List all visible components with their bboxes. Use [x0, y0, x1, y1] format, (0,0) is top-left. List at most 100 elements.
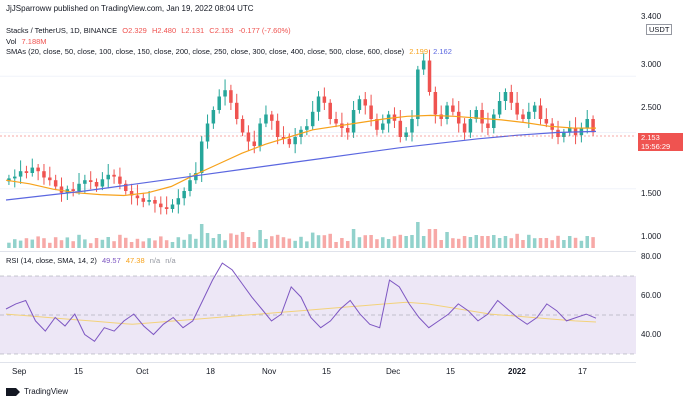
time-tick: Sep	[12, 367, 27, 376]
candle-body	[240, 119, 245, 133]
volume-label[interactable]: Vol	[6, 37, 17, 46]
volume-bar	[427, 229, 432, 248]
candle-body	[427, 60, 432, 92]
volume-bar	[334, 242, 338, 248]
candle-body	[275, 120, 280, 137]
candle-body	[538, 105, 543, 119]
volume-bar	[328, 233, 332, 248]
volume-bar	[13, 239, 17, 248]
volume-bar	[223, 240, 227, 248]
time-tick: 17	[578, 367, 587, 376]
volume-bar	[305, 241, 309, 248]
sma-fast-line	[5, 114, 597, 197]
countdown: 15:56:29	[641, 142, 671, 151]
volume-bar	[48, 242, 52, 248]
rsi-legend: RSI (14, close, SMA, 14, 2) 49.57 47.38 …	[6, 256, 179, 265]
symbol-name[interactable]: Stacks / TetherUS, 1D, BINANCE	[6, 26, 118, 35]
candle-body	[71, 189, 75, 191]
volume-bar	[562, 240, 566, 248]
price-tick: 2.500	[641, 103, 662, 112]
volume-bar	[509, 238, 514, 248]
volume-bar	[258, 230, 262, 248]
candle-body	[188, 180, 192, 191]
volume-bar	[194, 238, 198, 248]
candle-body	[486, 123, 490, 128]
volume-bar	[205, 233, 210, 248]
rsi-label[interactable]: RSI (14, close, SMA, 14, 2)	[6, 256, 97, 265]
candle-body	[474, 110, 478, 119]
volume-bar	[118, 234, 122, 248]
time-tick: Oct	[136, 367, 149, 376]
volume-bar	[515, 233, 519, 248]
time-tick: 15	[446, 367, 455, 376]
candle-body	[124, 183, 128, 191]
volume-bar	[573, 237, 578, 248]
candle-body	[316, 96, 321, 112]
footer-brand[interactable]: TradingView	[6, 387, 68, 396]
time-tick: 18	[206, 367, 215, 376]
volume-bar	[88, 243, 93, 248]
volume-bar	[18, 240, 23, 248]
candle-body	[94, 182, 99, 187]
pane-separator[interactable]	[0, 251, 636, 252]
candle-body	[310, 111, 315, 127]
candle-body	[141, 198, 146, 202]
candle-body	[562, 132, 566, 137]
candle-body	[176, 198, 181, 205]
volume-bar	[65, 237, 70, 248]
candle-body	[223, 90, 227, 97]
candle-body	[398, 120, 403, 137]
volume-bar	[550, 240, 554, 248]
candle-body	[53, 180, 58, 187]
volume-legend: Vol 7.188M	[6, 37, 50, 46]
candle-body	[375, 119, 379, 130]
sma-slow-line	[5, 130, 597, 201]
volume-bar	[386, 239, 391, 248]
volume-bar	[36, 236, 40, 248]
candle-body	[404, 132, 408, 137]
candle-body	[410, 119, 414, 133]
sma-value-fast: 2.199	[409, 47, 429, 56]
volume-bar	[579, 240, 584, 248]
volume-bar	[217, 234, 221, 248]
candle-body	[7, 178, 11, 182]
price-tick: 3.000	[641, 60, 662, 69]
volume-bar	[164, 240, 169, 248]
rsi-tick: 40.00	[641, 330, 662, 339]
candle-body	[363, 99, 368, 106]
sma-legend: SMAs (20, close, 50, close, 100, close, …	[6, 47, 455, 56]
candle-body	[293, 137, 297, 145]
volume-bar	[199, 224, 204, 248]
volume-bar	[124, 237, 128, 248]
volume-bar	[270, 236, 274, 248]
volume-bar	[252, 242, 257, 248]
volume-bar	[59, 240, 64, 248]
candle-body	[351, 110, 356, 133]
volume-bar	[310, 232, 315, 248]
candle-body	[456, 111, 461, 124]
volume-bar	[538, 238, 543, 248]
candle-body	[468, 119, 473, 133]
volume-bar	[264, 239, 268, 248]
candle-body	[24, 171, 29, 173]
volume-bar	[234, 234, 239, 248]
candle-body	[164, 207, 169, 209]
rsi-tick: 80.00	[641, 252, 662, 261]
volume-bar	[141, 241, 146, 248]
volume-bar	[229, 233, 233, 248]
volume-bar	[585, 236, 589, 248]
sma-label[interactable]: SMAs (20, close, 50, close, 100, close, …	[6, 47, 405, 56]
time-axis-separator	[0, 362, 636, 363]
candle-body	[170, 204, 175, 209]
volume-bar	[375, 239, 379, 248]
candle-body	[480, 110, 484, 124]
candle-body	[527, 111, 531, 119]
time-tick: 2022	[508, 367, 526, 376]
volume-bar	[30, 239, 35, 248]
volume-bar	[357, 237, 362, 248]
currency-badge[interactable]: USDT	[646, 24, 673, 35]
candle-body	[211, 110, 216, 124]
volume-bar	[556, 235, 560, 248]
candle-body	[287, 138, 292, 145]
